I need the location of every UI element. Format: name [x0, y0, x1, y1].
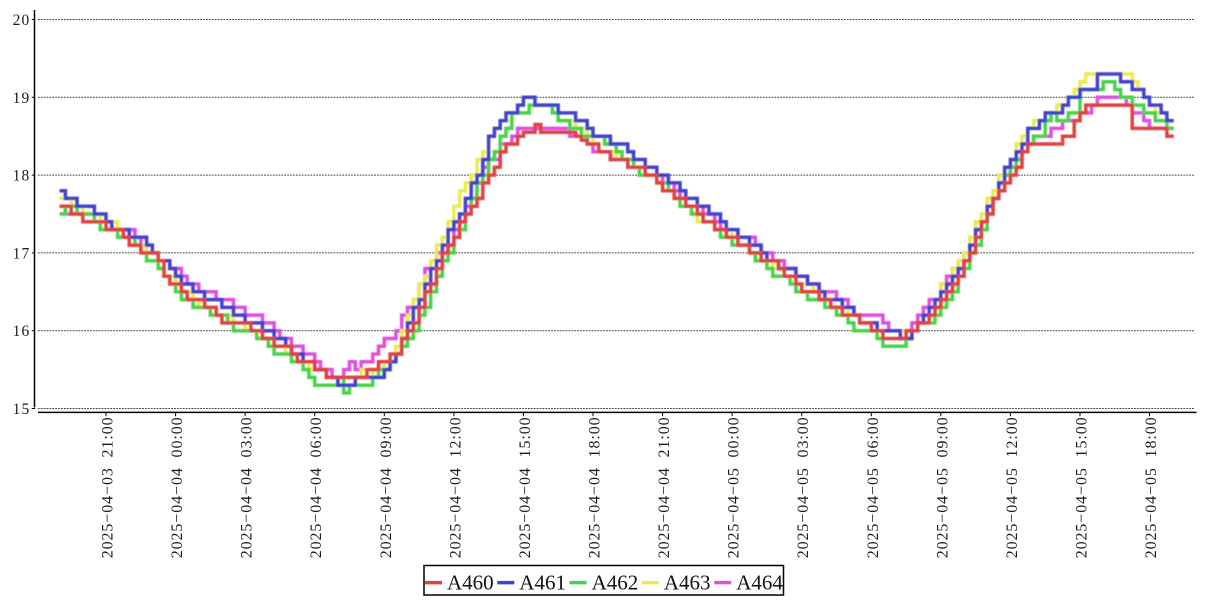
svg-text:2025−04−04 06:00: 2025−04−04 06:00: [308, 417, 325, 559]
svg-text:2025−04−05 18:00: 2025−04−05 18:00: [1143, 417, 1160, 559]
svg-text:2025−04−05 03:00: 2025−04−05 03:00: [795, 417, 812, 559]
svg-text:2025−04−05 06:00: 2025−04−05 06:00: [865, 417, 882, 559]
svg-text:2025−04−04 09:00: 2025−04−04 09:00: [378, 417, 395, 559]
svg-text:16: 16: [13, 323, 31, 340]
svg-text:19: 19: [13, 90, 31, 107]
svg-text:18: 18: [13, 168, 31, 185]
svg-text:A462: A462: [592, 571, 639, 595]
svg-text:A461: A461: [519, 571, 566, 595]
svg-text:2025−04−05 00:00: 2025−04−05 00:00: [726, 417, 743, 559]
svg-text:A464: A464: [736, 571, 783, 595]
svg-text:2025−04−04 21:00: 2025−04−04 21:00: [656, 417, 673, 559]
svg-text:2025−04−04 03:00: 2025−04−04 03:00: [239, 417, 256, 559]
svg-text:15: 15: [13, 401, 31, 418]
svg-text:A463: A463: [664, 571, 711, 595]
svg-text:2025−04−05 09:00: 2025−04−05 09:00: [934, 417, 951, 559]
svg-text:2025−04−04 15:00: 2025−04−04 15:00: [517, 417, 534, 559]
svg-text:17: 17: [13, 245, 31, 262]
svg-text:2025−04−03 21:00: 2025−04−03 21:00: [100, 417, 117, 559]
svg-text:2025−04−04 12:00: 2025−04−04 12:00: [447, 417, 464, 559]
svg-text:2025−04−05 12:00: 2025−04−05 12:00: [1004, 417, 1021, 559]
svg-text:2025−04−04 00:00: 2025−04−04 00:00: [169, 417, 186, 559]
svg-text:2025−04−04 18:00: 2025−04−04 18:00: [587, 417, 604, 559]
svg-text:A460: A460: [447, 571, 494, 595]
svg-text:2025−04−05 15:00: 2025−04−05 15:00: [1074, 417, 1091, 559]
svg-text:20: 20: [13, 12, 31, 29]
